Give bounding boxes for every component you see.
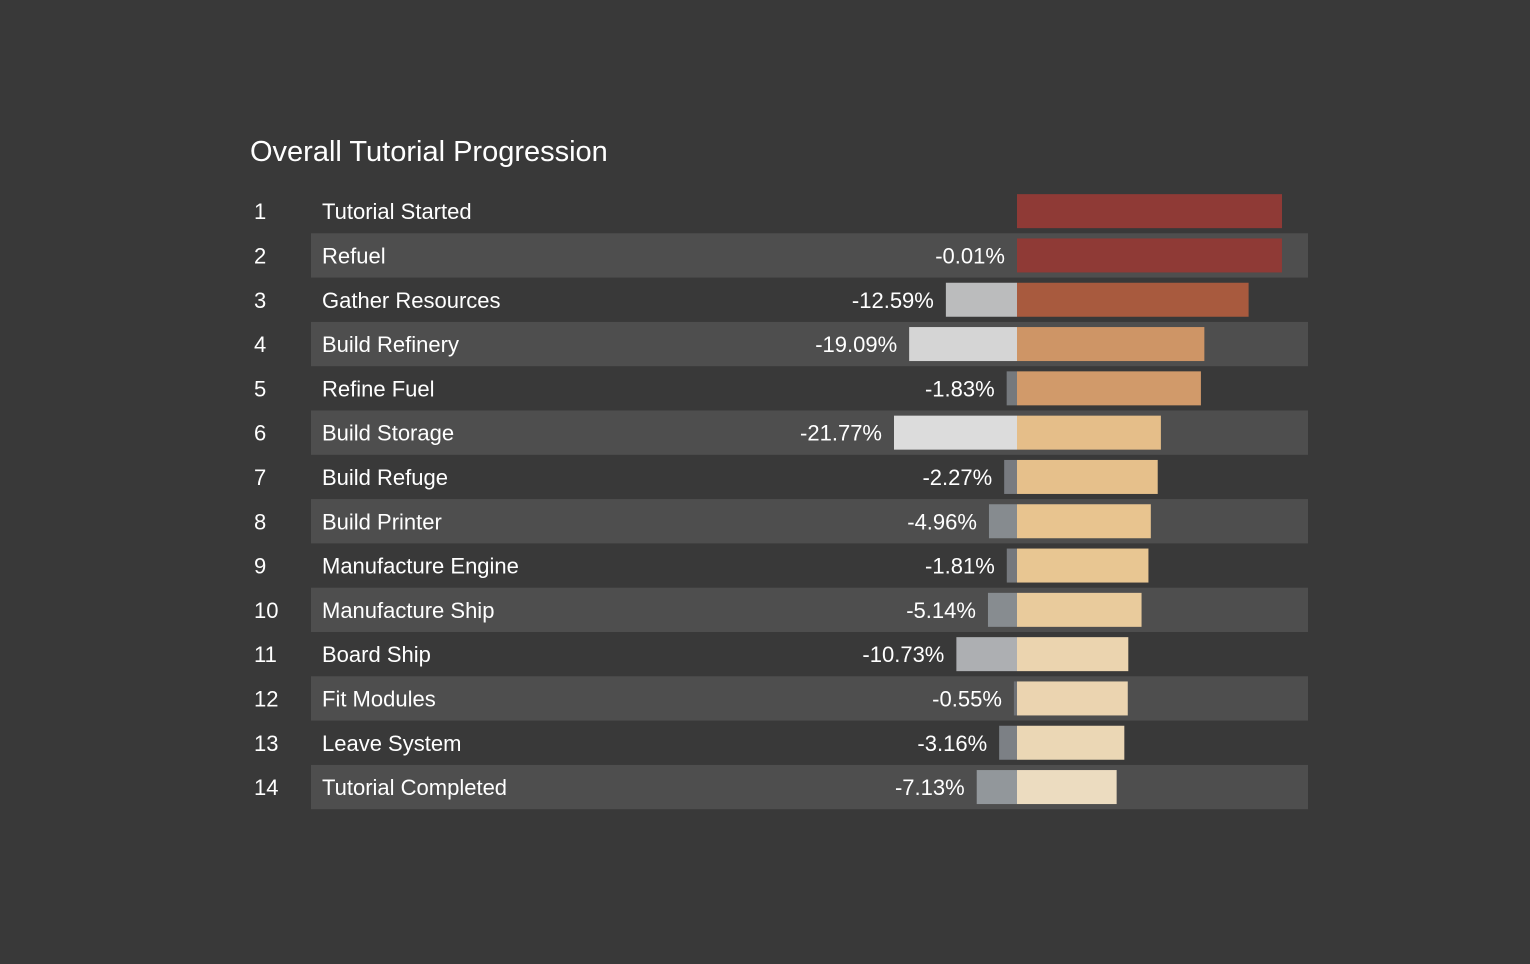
change-bar — [976, 770, 1017, 805]
step-label: Refuel — [322, 243, 386, 268]
step-index: 13 — [254, 731, 278, 756]
row-band — [311, 587, 1308, 632]
step-label: Build Refuge — [322, 465, 448, 490]
change-label: -1.83% — [925, 376, 995, 401]
row-band — [311, 764, 1308, 810]
change-bar — [988, 504, 1017, 539]
step-label: Tutorial Completed — [322, 775, 507, 800]
step-label: Tutorial Started — [322, 199, 472, 224]
change-bar — [1013, 681, 1017, 716]
step-label: Build Storage — [322, 421, 454, 446]
change-bar — [1004, 459, 1017, 494]
row-band — [311, 676, 1308, 721]
step-index: 12 — [254, 686, 278, 711]
change-label: -0.01% — [935, 243, 1005, 268]
step-label: Build Printer — [322, 509, 442, 534]
value-bar — [1017, 592, 1142, 627]
value-bar — [1017, 637, 1129, 672]
change-label: -2.27% — [922, 465, 992, 490]
step-index: 1 — [254, 199, 266, 224]
change-label: -19.09% — [815, 332, 897, 357]
step-label: Build Refinery — [322, 332, 459, 357]
step-index: 4 — [254, 332, 266, 357]
step-label: Board Ship — [322, 642, 431, 667]
step-index: 7 — [254, 465, 266, 490]
value-bar — [1017, 238, 1282, 273]
change-bar — [987, 592, 1017, 627]
change-label: -7.13% — [895, 775, 965, 800]
change-bar — [956, 637, 1017, 672]
chart-title: Overall Tutorial Progression — [250, 136, 608, 168]
change-label: -21.77% — [800, 421, 882, 446]
change-bar — [1006, 371, 1017, 406]
value-bar — [1017, 282, 1249, 317]
step-label: Refine Fuel — [322, 376, 435, 401]
change-label: -12.59% — [852, 288, 934, 313]
step-index: 8 — [254, 509, 266, 534]
change-label: -4.96% — [907, 509, 977, 534]
step-label: Leave System — [322, 731, 461, 756]
step-index: 9 — [254, 554, 266, 579]
value-bar — [1017, 371, 1201, 406]
value-bar — [1017, 194, 1282, 229]
row-band — [311, 499, 1308, 544]
step-label: Fit Modules — [322, 686, 436, 711]
step-label: Manufacture Engine — [322, 554, 519, 579]
change-label: -0.55% — [932, 686, 1002, 711]
step-index: 6 — [254, 421, 266, 446]
change-bar — [999, 725, 1017, 760]
change-bar — [894, 415, 1017, 450]
value-bar — [1017, 504, 1151, 539]
change-label: -10.73% — [862, 642, 944, 667]
step-index: 3 — [254, 288, 266, 313]
step-index: 2 — [254, 243, 266, 268]
step-index: 14 — [254, 775, 278, 800]
value-bar — [1017, 548, 1149, 583]
value-bar — [1017, 459, 1158, 494]
change-bar — [909, 327, 1017, 362]
change-label: -5.14% — [906, 598, 976, 623]
change-label: -3.16% — [917, 731, 987, 756]
value-bar — [1017, 327, 1205, 362]
value-bar — [1017, 725, 1125, 760]
step-index: 10 — [254, 598, 278, 623]
step-label: Gather Resources — [322, 288, 501, 313]
change-label: -1.81% — [925, 554, 995, 579]
change-bar — [1006, 548, 1017, 583]
value-bar — [1017, 770, 1117, 805]
step-label: Manufacture Ship — [322, 598, 494, 623]
value-bar — [1017, 681, 1128, 716]
value-bar — [1017, 415, 1161, 450]
step-index: 5 — [254, 376, 266, 401]
step-index: 11 — [254, 642, 277, 667]
change-bar — [945, 282, 1017, 317]
